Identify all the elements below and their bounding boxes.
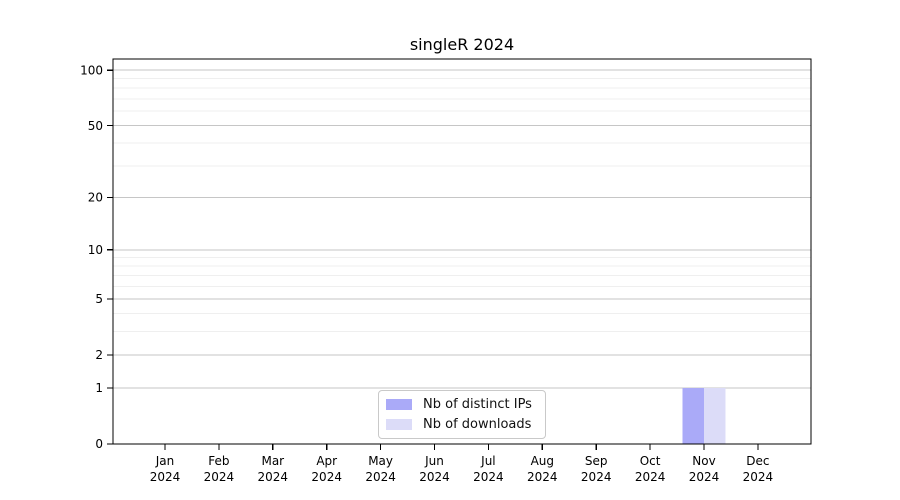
x-tick-label-year: 2024 xyxy=(635,470,666,484)
x-tick-label-month: Dec xyxy=(746,454,769,468)
legend: Nb of distinct IPs Nb of downloads xyxy=(378,390,546,439)
x-tick-label-month: May xyxy=(368,454,393,468)
y-tick-label: 50 xyxy=(88,119,103,133)
x-tick-label-month: Aug xyxy=(531,454,554,468)
x-tick-label-year: 2024 xyxy=(365,470,396,484)
legend-swatch xyxy=(386,419,412,430)
bar xyxy=(704,387,726,444)
x-tick-label-month: Jan xyxy=(155,454,175,468)
x-tick-label-month: Nov xyxy=(692,454,715,468)
x-tick-label-month: Oct xyxy=(640,454,661,468)
legend-label: Nb of distinct IPs xyxy=(423,397,532,412)
y-tick-label: 1 xyxy=(95,381,103,395)
x-tick-label-year: 2024 xyxy=(473,470,504,484)
x-tick-label-year: 2024 xyxy=(527,470,558,484)
chart-title: singleR 2024 xyxy=(409,35,515,54)
x-tick-label-year: 2024 xyxy=(258,470,289,484)
y-tick-label: 0 xyxy=(95,437,103,451)
x-tick-label-year: 2024 xyxy=(743,470,774,484)
y-tick-label: 5 xyxy=(95,292,103,306)
x-tick-label-year: 2024 xyxy=(581,470,612,484)
x-tick-label-month: Jul xyxy=(480,454,495,468)
y-tick-label: 10 xyxy=(88,243,103,257)
x-tick-label-year: 2024 xyxy=(204,470,235,484)
axes-box xyxy=(112,58,812,445)
legend-item: Nb of distinct IPs xyxy=(386,395,538,414)
y-tick-label: 20 xyxy=(88,191,103,205)
legend-swatch xyxy=(386,399,412,410)
x-tick-label-year: 2024 xyxy=(419,470,450,484)
x-tick-label-year: 2024 xyxy=(311,470,342,484)
x-tick-label-month: Jun xyxy=(424,454,444,468)
legend-item: Nb of downloads xyxy=(386,415,538,434)
bar xyxy=(682,387,704,444)
x-tick-label-month: Mar xyxy=(261,454,284,468)
x-tick-label-month: Apr xyxy=(316,454,337,468)
x-tick-label-year: 2024 xyxy=(150,470,181,484)
y-tick-label: 100 xyxy=(80,63,103,77)
x-tick-label-month: Feb xyxy=(208,454,229,468)
x-tick-label-month: Sep xyxy=(585,454,608,468)
legend-label: Nb of downloads xyxy=(423,417,532,432)
x-tick-label-year: 2024 xyxy=(689,470,720,484)
y-tick-label: 2 xyxy=(95,348,103,362)
